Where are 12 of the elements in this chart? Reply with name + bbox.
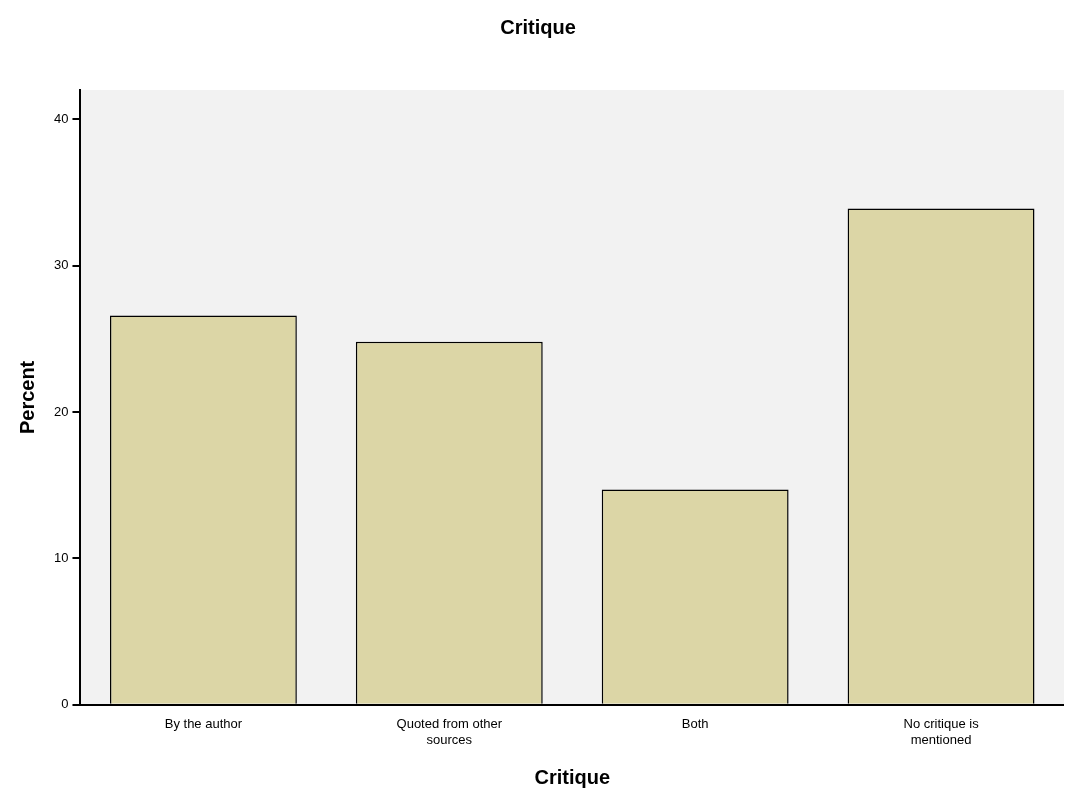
y-axis-title: Percent — [15, 360, 38, 435]
chart-title: Critique — [500, 15, 576, 38]
x-tick-label: Both — [681, 716, 709, 732]
x-axis-title: Critique — [534, 765, 611, 788]
y-tick-label: 30 — [53, 257, 69, 273]
x-tick-label: Quoted from other sources — [396, 716, 503, 747]
y-tick-label: 20 — [53, 403, 69, 419]
y-tick-label: 40 — [53, 110, 69, 126]
x-tick-label: By the author — [164, 716, 243, 732]
y-tick-label: 0 — [61, 696, 69, 712]
y-tick-label: 10 — [53, 550, 69, 565]
x-tick-label: No critique is mentioned — [903, 716, 980, 747]
